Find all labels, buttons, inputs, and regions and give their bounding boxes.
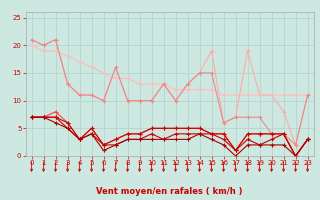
Text: Vent moyen/en rafales ( km/h ): Vent moyen/en rafales ( km/h ): [96, 187, 243, 196]
